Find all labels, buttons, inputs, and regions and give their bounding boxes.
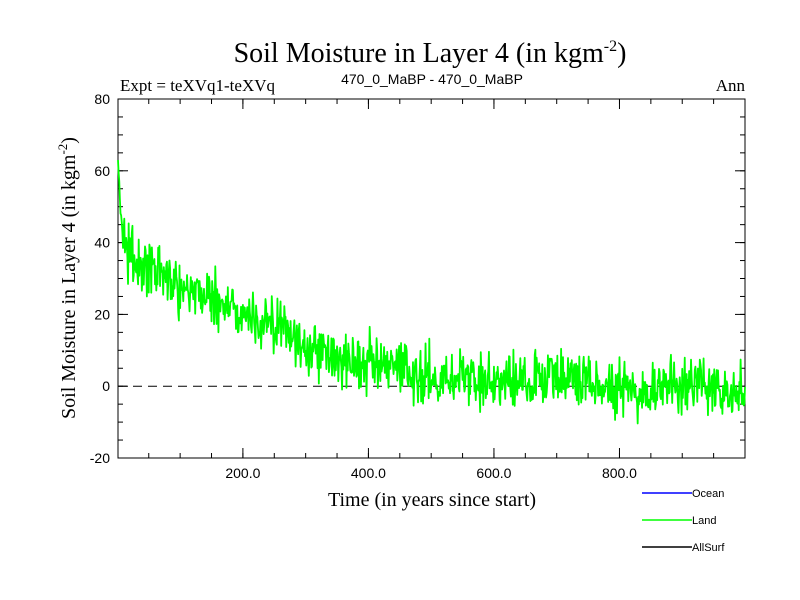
season-label: Ann	[716, 76, 746, 95]
legend-label-land: Land	[692, 515, 716, 527]
legend: Ocean Land AllSurf	[642, 488, 725, 554]
x-axis-label: Time (in years since start)	[328, 489, 536, 511]
y-tick-label: -20	[90, 450, 110, 466]
y-tick-label: 0	[102, 378, 110, 394]
y-tick-label: 60	[94, 163, 110, 179]
legend-label-ocean: Ocean	[692, 488, 724, 500]
series-line-land	[117, 159, 746, 425]
y-tick-label: 40	[94, 235, 110, 251]
y-tick-label: 20	[94, 306, 110, 322]
x-tick-label: 400.0	[351, 465, 386, 481]
legend-label-allsurf: AllSurf	[692, 542, 725, 554]
y-axis-label: Soil Moisture in Layer 4 (in kgm-2)	[55, 137, 80, 419]
y-tick-label: 80	[94, 91, 110, 107]
experiment-label: Expt = teXVq1-teXVq	[120, 76, 276, 95]
x-tick-label: 600.0	[476, 465, 511, 481]
x-tick-label: 200.0	[225, 465, 260, 481]
x-tick-label: 800.0	[602, 465, 637, 481]
period-label: 470_0_MaBP - 470_0_MaBP	[341, 71, 523, 87]
chart-title: Soil Moisture in Layer 4 (in kgm-2)	[234, 38, 627, 69]
